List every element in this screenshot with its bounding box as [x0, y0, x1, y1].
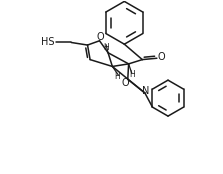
Text: O: O — [121, 78, 129, 88]
Text: O: O — [97, 32, 104, 42]
Text: H: H — [103, 43, 109, 52]
Text: N: N — [142, 86, 149, 96]
Text: O: O — [157, 52, 165, 62]
Text: H: H — [114, 72, 120, 81]
Text: H: H — [130, 70, 135, 79]
Text: HS: HS — [41, 37, 55, 47]
